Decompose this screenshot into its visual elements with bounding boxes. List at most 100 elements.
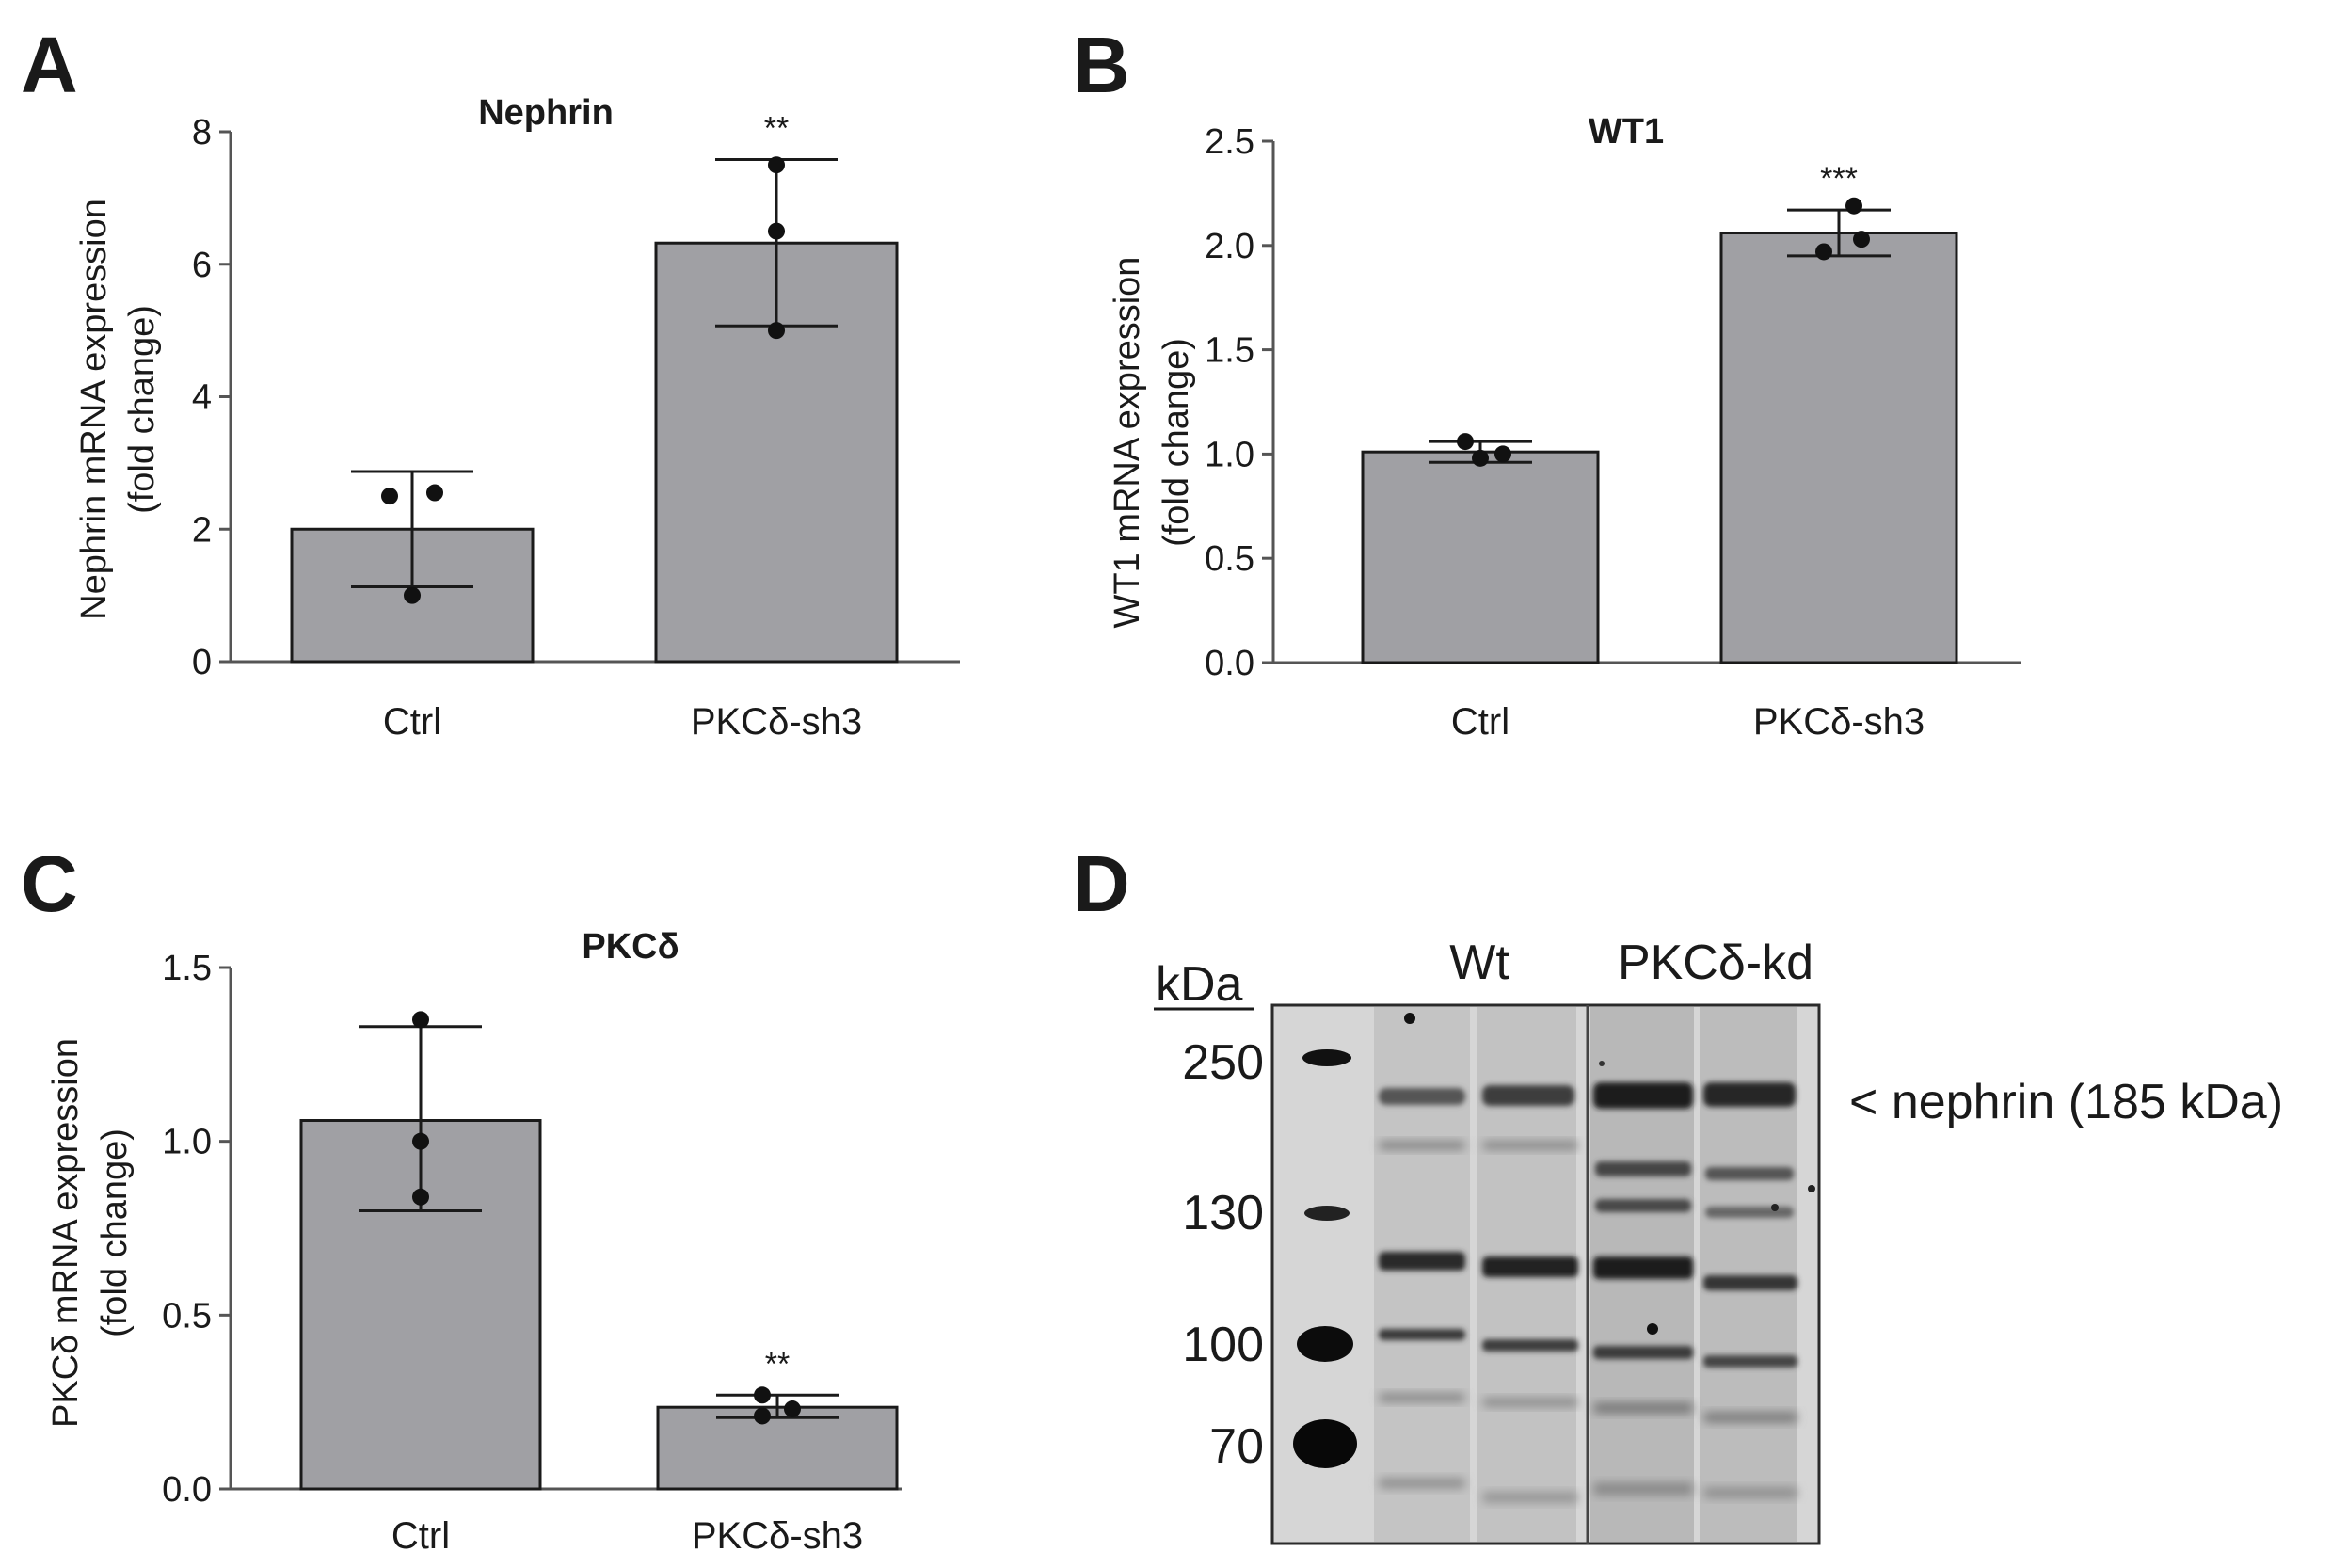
chart-c-ylabel-line1: PKCδ mRNA expression xyxy=(46,1038,86,1428)
band-nephrin-kd-1 xyxy=(1593,1082,1693,1109)
chart-c-title: PKCδ xyxy=(582,927,679,967)
chart-b-y-tick-label: 0.5 xyxy=(1205,539,1254,579)
chart-b-point xyxy=(1815,243,1832,261)
panel-letter-c: C xyxy=(21,840,78,928)
band-mid-wt-1 xyxy=(1379,1252,1465,1271)
chart-pkcd: PKCδ PKCδ mRNA expression (fold change) … xyxy=(46,927,902,1557)
band-faint-3 xyxy=(1379,1393,1465,1402)
blot-speck xyxy=(1808,1185,1815,1192)
band-faint-8 xyxy=(1593,1482,1693,1496)
panel-letter-d: D xyxy=(1073,840,1130,928)
band-faint-4 xyxy=(1482,1398,1578,1407)
chart-a-title: Nephrin xyxy=(478,93,614,133)
chart-c-point xyxy=(754,1407,771,1425)
chart-c-y-tick-label: 1.0 xyxy=(162,1123,212,1162)
blot-marker-100: 100 xyxy=(1182,1318,1264,1372)
blot-speck xyxy=(1599,1061,1605,1066)
chart-c-point xyxy=(784,1400,801,1418)
band-nephrin-kd-2 xyxy=(1703,1082,1796,1107)
chart-a-y-tick-label: 8 xyxy=(192,113,212,152)
chart-c-point xyxy=(412,1132,429,1150)
panel-letter-b: B xyxy=(1073,21,1130,109)
band-upper-kd-1 xyxy=(1595,1161,1691,1176)
blot-group-label-kd: PKCδ-kd xyxy=(1618,936,1813,990)
blot-lane-shade-1 xyxy=(1374,1007,1470,1542)
chart-a-ylabel-line1: Nephrin mRNA expression xyxy=(74,199,114,620)
chart-b-y-tick-label: 1.0 xyxy=(1205,435,1254,474)
chart-a-significance-2: ** xyxy=(764,111,789,147)
panel-letter-a: A xyxy=(21,21,78,109)
chart-c-ylabel-line2: (fold change) xyxy=(95,1128,135,1337)
blot-marker-250: 250 xyxy=(1182,1035,1264,1090)
band-faint-5 xyxy=(1593,1402,1693,1414)
chart-c-category-label-2: PKCδ-sh3 xyxy=(692,1515,863,1557)
chart-c-y-tick-label: 0.5 xyxy=(162,1296,212,1336)
chart-b-significance-2: *** xyxy=(1820,161,1858,197)
chart-b-point xyxy=(1494,445,1511,463)
chart-b-category-label-1: Ctrl xyxy=(1451,701,1509,743)
chart-b-point xyxy=(1845,197,1862,215)
chart-a-category-label-1: Ctrl xyxy=(383,701,441,743)
chart-c-point xyxy=(412,1188,429,1206)
chart-a-point xyxy=(426,484,443,502)
chart-a-y-tick-label: 6 xyxy=(192,246,212,285)
chart-b-category-label-2: PKCδ-sh3 xyxy=(1753,701,1925,743)
chart-nephrin: Nephrin Nephrin mRNA expression (fold ch… xyxy=(74,93,960,743)
chart-a-y-tick-label: 0 xyxy=(192,643,212,682)
band-upper2-kd-1 xyxy=(1595,1199,1691,1212)
blot-speck xyxy=(1771,1204,1779,1211)
ladder-band-100 xyxy=(1297,1326,1353,1362)
blot-marker-130: 130 xyxy=(1182,1186,1264,1240)
band-faint-9 xyxy=(1703,1487,1797,1498)
chart-b-bar-2 xyxy=(1719,232,1958,664)
chart-a-y-tick-label: 4 xyxy=(192,378,212,418)
chart-c-significance-2: ** xyxy=(765,1346,790,1382)
blot-marker-70: 70 xyxy=(1209,1419,1264,1474)
band-lower-wt-2 xyxy=(1482,1339,1578,1352)
chart-c-point xyxy=(412,1011,429,1029)
chart-b-y-tick-label: 2.5 xyxy=(1205,122,1254,162)
chart-b-point xyxy=(1853,231,1870,248)
band-lower-kd-1 xyxy=(1593,1346,1693,1359)
band-faint-10 xyxy=(1482,1492,1578,1503)
chart-a-point xyxy=(768,322,785,340)
chart-a-y-tick-label: 2 xyxy=(192,510,212,550)
chart-c-category-label-1: Ctrl xyxy=(391,1515,450,1557)
chart-b-ylabel-line2: (fold change) xyxy=(1157,338,1196,547)
chart-c-y-tick-label: 1.5 xyxy=(162,949,212,988)
western-blot: kDa Wt PKCδ-kd 250 130 100 70 < nephrin … xyxy=(1154,936,2283,1545)
chart-a-point xyxy=(404,586,421,604)
blot-speck xyxy=(1647,1323,1658,1335)
chart-b-title: WT1 xyxy=(1589,112,1664,152)
blot-kda-header: kDa xyxy=(1156,957,1243,1012)
chart-b-point xyxy=(1472,449,1489,467)
chart-c-y-tick-label: 0.0 xyxy=(162,1470,212,1510)
chart-b-ylabel-line1: WT1 mRNA expression xyxy=(1108,257,1147,629)
ladder-band-70 xyxy=(1293,1419,1357,1468)
band-faint-6 xyxy=(1703,1412,1797,1423)
band-upper2-kd-2 xyxy=(1705,1207,1794,1218)
band-lower-wt-1 xyxy=(1379,1329,1465,1340)
chart-c-point xyxy=(754,1386,771,1404)
band-mid-wt-2 xyxy=(1482,1256,1578,1277)
chart-b-bar-1 xyxy=(1361,450,1600,664)
chart-b-y-tick-label: 2.0 xyxy=(1205,227,1254,266)
blot-nephrin-annotation: < nephrin (185 kDa) xyxy=(1849,1075,2283,1129)
chart-a-point xyxy=(768,222,785,240)
chart-b-y-tick-label: 1.5 xyxy=(1205,331,1254,371)
chart-a-point xyxy=(768,156,785,174)
band-upper-kd-2 xyxy=(1705,1167,1794,1180)
band-faint-1 xyxy=(1379,1141,1465,1150)
chart-b-y-tick-label: 0.0 xyxy=(1205,644,1254,683)
band-mid-kd-1 xyxy=(1593,1256,1693,1279)
band-lower-kd-2 xyxy=(1703,1355,1797,1368)
chart-c-bar-2 xyxy=(656,1405,899,1491)
chart-a-category-label-2: PKCδ-sh3 xyxy=(691,701,862,743)
chart-a-point xyxy=(381,488,398,505)
chart-wt1: WT1 WT1 mRNA expression (fold change) 0.… xyxy=(1108,112,2021,743)
band-faint-2 xyxy=(1482,1141,1578,1150)
chart-a-ylabel-line2: (fold change) xyxy=(122,305,162,514)
band-faint-7 xyxy=(1379,1478,1465,1489)
chart-b-point xyxy=(1457,433,1474,451)
